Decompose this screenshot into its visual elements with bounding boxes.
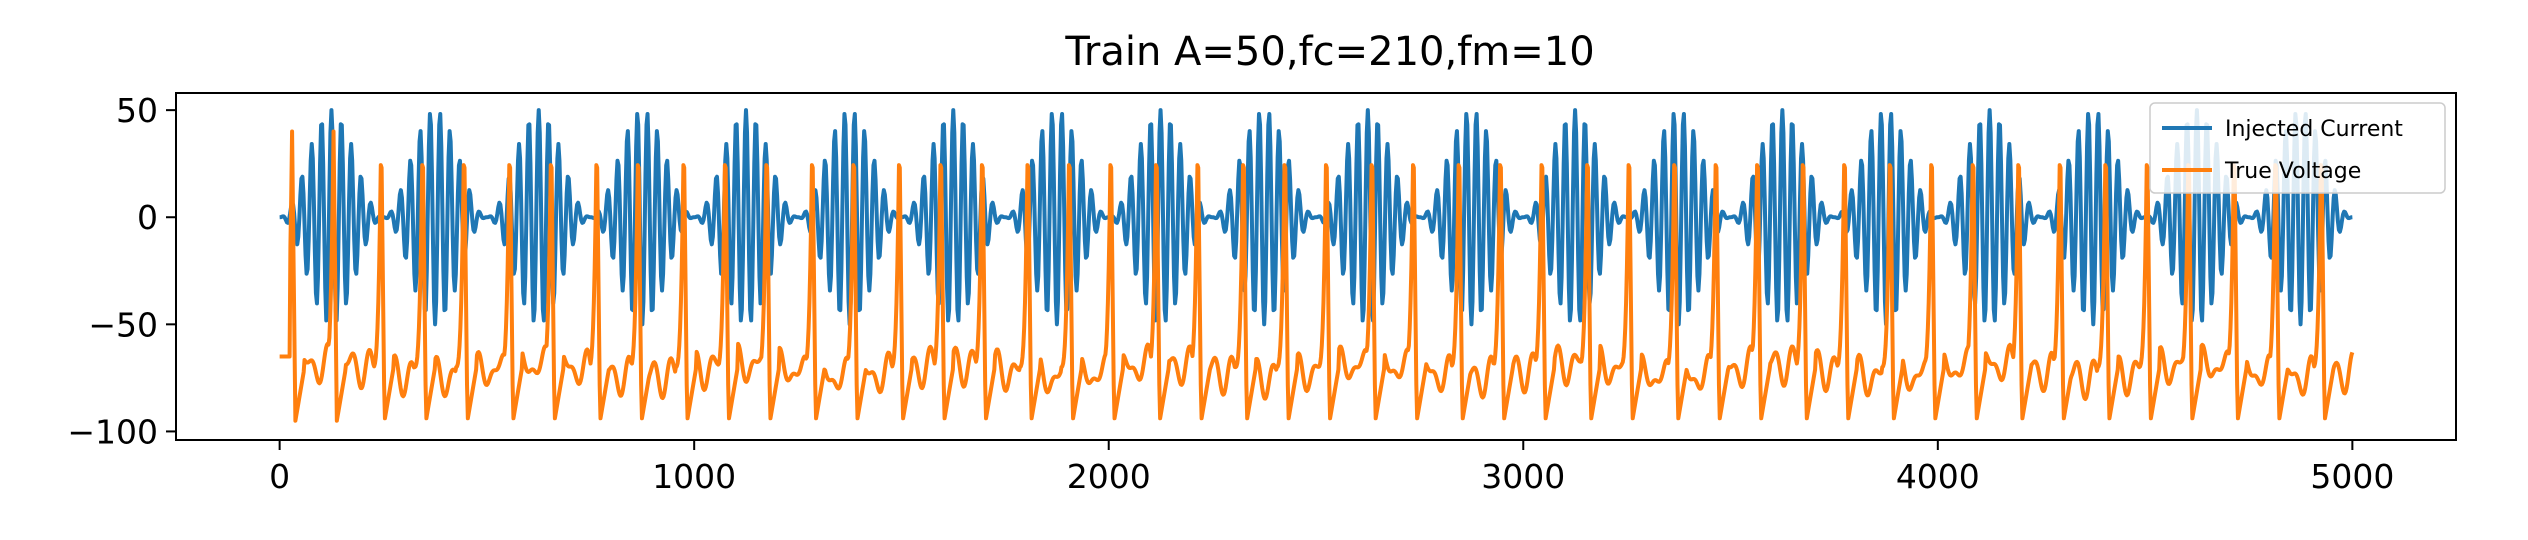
y-tick-label: −100 — [67, 412, 158, 451]
x-tick-label: 5000 — [2310, 457, 2394, 496]
x-tick-label: 4000 — [1896, 457, 1980, 496]
series-line-true-voltage — [278, 129, 2355, 423]
axes-layer: 0 1000 2000 3000 4000 5000 50 0 −50 −100 — [67, 91, 2394, 496]
chart-title: Train A=50,fc=210,fm=10 — [1064, 29, 1594, 75]
series-line-injected-current — [278, 108, 2354, 327]
x-tick-label: 1000 — [652, 457, 736, 496]
x-tick-label: 0 — [269, 457, 290, 496]
y-tick-label: 50 — [116, 91, 158, 130]
legend: Injected Current True Voltage — [2149, 102, 2446, 194]
legend-label-voltage: True Voltage — [2224, 159, 2361, 184]
legend-frame — [2149, 102, 2446, 194]
y-tick-label: 0 — [137, 198, 158, 237]
y-tick-label: −50 — [88, 305, 158, 344]
x-tick-label: 2000 — [1067, 457, 1151, 496]
series-layer — [278, 108, 2355, 423]
x-tick-label: 3000 — [1481, 457, 1565, 496]
legend-label-current: Injected Current — [2225, 117, 2403, 142]
